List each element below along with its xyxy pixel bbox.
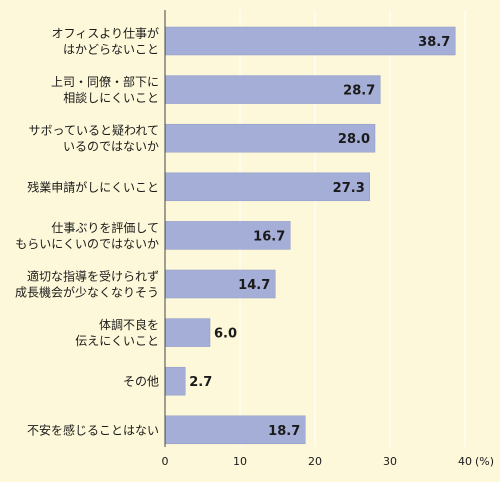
category-label: もらいにくいのではないか [15, 237, 159, 251]
data-label: 6.0 [214, 327, 237, 342]
category-label: 適切な指導を受けられず [27, 269, 159, 284]
data-label: 16.7 [253, 229, 285, 244]
data-label: 14.7 [238, 278, 270, 293]
data-label: 27.3 [333, 181, 365, 196]
tick-label: 20 [308, 455, 322, 468]
category-label: 体調不良を [99, 317, 159, 332]
x-unit-label: (%) [475, 455, 494, 468]
category-label: 伝えにくいこと [75, 334, 159, 348]
category-label: 成長機会が少なくなりそう [15, 285, 159, 300]
bar [164, 318, 211, 347]
category-label: 上司・同僚・部下に [51, 74, 159, 89]
data-label: 2.7 [189, 375, 212, 390]
category-label: オフィスより仕事が [51, 26, 159, 41]
category-label: いるのではないか [63, 140, 159, 154]
bar [164, 366, 186, 396]
data-label: 28.0 [338, 132, 370, 147]
category-label: 不安を感じることはない [27, 422, 159, 437]
tick-label: 40 [458, 455, 472, 468]
category-labels: オフィスより仕事がはかどらないこと上司・同僚・部下に相談しにくいことサボっている… [15, 26, 159, 438]
data-label: 28.7 [343, 84, 375, 99]
bar [164, 75, 381, 104]
tick-label: 0 [162, 455, 169, 468]
category-label: 仕事ぶりを評価して [51, 220, 159, 235]
bars: 38.7 28.7 28.0 27.3 16.7 14.7 6.0 2.7 18.7 [164, 26, 456, 445]
bar [164, 123, 376, 153]
category-label: 残業申請がしにくいこと [27, 179, 159, 194]
x-axis: 0 10 20 30 40 (%) [162, 10, 494, 468]
data-label: 18.7 [268, 424, 300, 439]
category-label: サボっていると疑われて [29, 123, 159, 138]
tick-label: 10 [233, 455, 247, 468]
bar [164, 221, 291, 250]
bar [164, 26, 456, 56]
category-label: はかどらないこと [63, 43, 159, 57]
data-label: 38.7 [418, 35, 450, 50]
tick-label: 30 [383, 455, 397, 468]
category-label: その他 [123, 375, 159, 389]
bar [164, 172, 370, 202]
category-label: 相談しにくいこと [63, 90, 159, 105]
